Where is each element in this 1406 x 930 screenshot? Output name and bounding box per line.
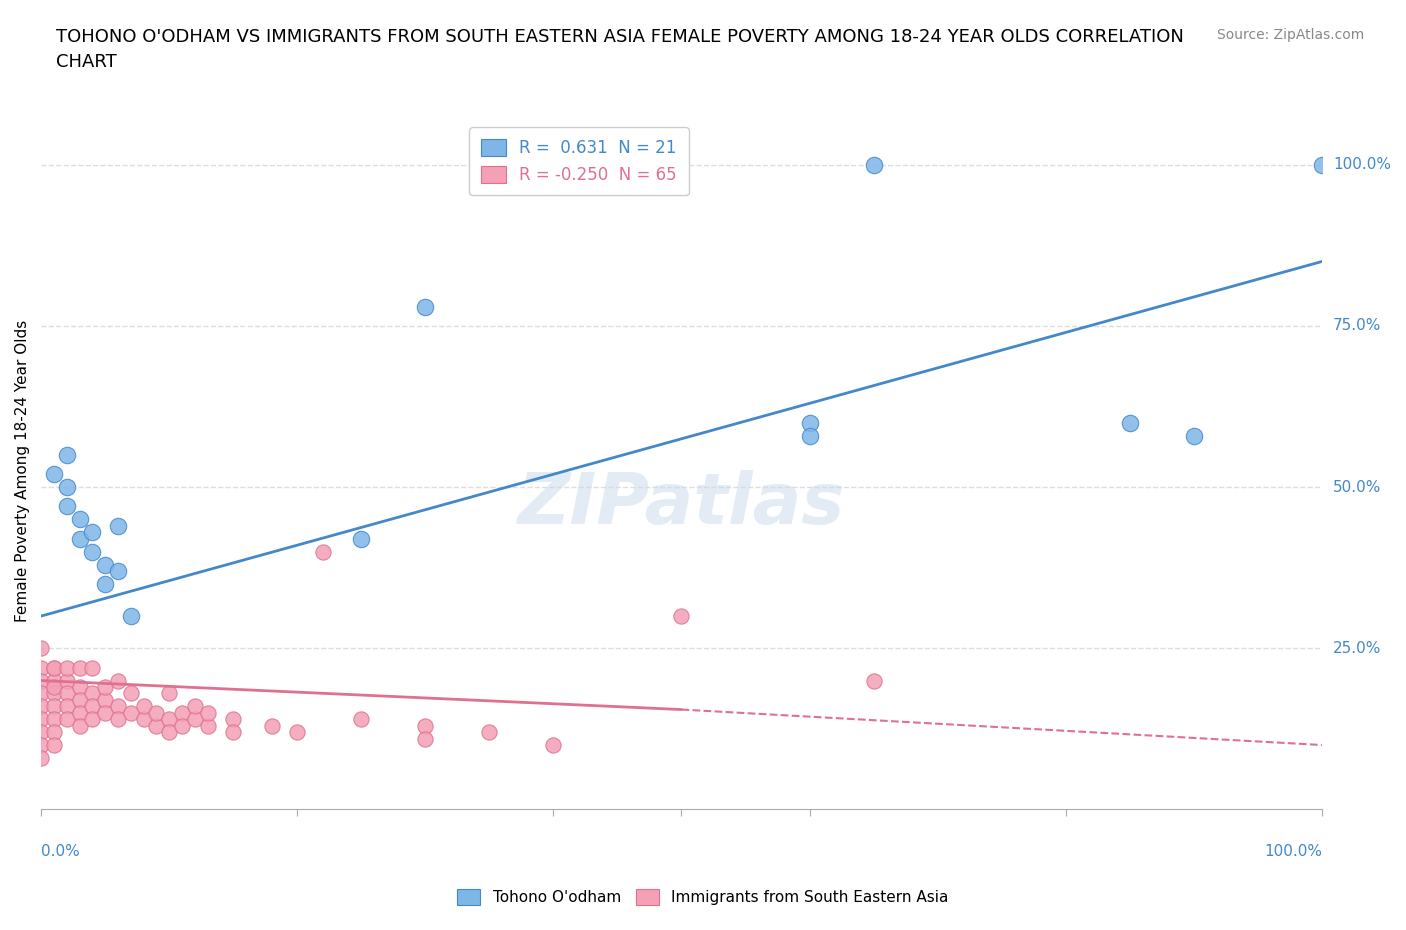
Point: [1119, 415, 1142, 430]
Legend: Tohono O'odham, Immigrants from South Eastern Asia: Tohono O'odham, Immigrants from South Ea…: [450, 882, 956, 913]
Point: [94, 680, 117, 695]
Point: [285, 724, 308, 739]
Point: [82, 544, 104, 559]
Point: [42, 660, 65, 675]
Point: [69, 718, 91, 733]
Point: [42, 467, 65, 482]
Point: [30, 660, 52, 675]
Point: [197, 705, 219, 720]
Point: [69, 660, 91, 675]
Point: [107, 564, 129, 578]
Point: [107, 673, 129, 688]
Point: [415, 299, 437, 314]
Point: [82, 660, 104, 675]
Point: [30, 737, 52, 752]
Point: [1310, 157, 1333, 172]
Point: [120, 686, 142, 701]
Point: [107, 698, 129, 713]
Point: [30, 751, 52, 765]
Point: [862, 673, 884, 688]
Point: [55, 480, 77, 495]
Point: [55, 499, 77, 514]
Point: [312, 544, 335, 559]
Point: [145, 705, 167, 720]
Point: [145, 718, 167, 733]
Point: [94, 557, 117, 572]
Point: [478, 724, 501, 739]
Point: [197, 718, 219, 733]
Text: Source: ZipAtlas.com: Source: ZipAtlas.com: [1216, 28, 1364, 42]
Point: [120, 608, 142, 623]
Text: 100.0%: 100.0%: [1264, 844, 1322, 859]
Point: [42, 680, 65, 695]
Point: [55, 698, 77, 713]
Text: 0.0%: 0.0%: [41, 844, 80, 859]
Point: [157, 711, 180, 726]
Point: [82, 525, 104, 539]
Text: 100.0%: 100.0%: [1333, 157, 1391, 172]
Point: [94, 577, 117, 591]
Point: [42, 711, 65, 726]
Text: TOHONO O'ODHAM VS IMMIGRANTS FROM SOUTH EASTERN ASIA FEMALE POVERTY AMONG 18-24 : TOHONO O'ODHAM VS IMMIGRANTS FROM SOUTH …: [56, 28, 1184, 71]
Point: [42, 698, 65, 713]
Point: [132, 711, 155, 726]
Point: [671, 608, 693, 623]
Point: [69, 512, 91, 526]
Point: [350, 531, 373, 546]
Point: [30, 686, 52, 701]
Point: [42, 686, 65, 701]
Point: [42, 673, 65, 688]
Point: [55, 711, 77, 726]
Point: [55, 447, 77, 462]
Point: [42, 660, 65, 675]
Point: [42, 737, 65, 752]
Point: [260, 718, 283, 733]
Point: [107, 711, 129, 726]
Point: [184, 698, 207, 713]
Point: [222, 711, 245, 726]
Point: [1182, 428, 1205, 443]
Point: [415, 731, 437, 746]
Point: [350, 711, 373, 726]
Point: [170, 705, 193, 720]
Legend: R =  0.631  N = 21, R = -0.250  N = 65: R = 0.631 N = 21, R = -0.250 N = 65: [470, 127, 689, 195]
Point: [30, 673, 52, 688]
Point: [184, 711, 207, 726]
Point: [55, 660, 77, 675]
Point: [157, 686, 180, 701]
Point: [55, 686, 77, 701]
Text: 50.0%: 50.0%: [1333, 480, 1381, 495]
Point: [862, 157, 884, 172]
Point: [55, 673, 77, 688]
Point: [69, 680, 91, 695]
Point: [30, 711, 52, 726]
Point: [30, 724, 52, 739]
Point: [107, 518, 129, 533]
Point: [415, 718, 437, 733]
Text: 75.0%: 75.0%: [1333, 318, 1381, 334]
Point: [82, 711, 104, 726]
Point: [94, 693, 117, 708]
Point: [82, 698, 104, 713]
Point: [222, 724, 245, 739]
Point: [799, 428, 821, 443]
Point: [543, 737, 565, 752]
Point: [94, 705, 117, 720]
Point: [157, 724, 180, 739]
Point: [30, 641, 52, 656]
Point: [82, 686, 104, 701]
Y-axis label: Female Poverty Among 18-24 Year Olds: Female Poverty Among 18-24 Year Olds: [15, 320, 30, 622]
Point: [799, 415, 821, 430]
Text: ZIPatlas: ZIPatlas: [517, 471, 845, 539]
Point: [69, 531, 91, 546]
Point: [170, 718, 193, 733]
Point: [30, 698, 52, 713]
Point: [132, 698, 155, 713]
Point: [69, 693, 91, 708]
Text: 25.0%: 25.0%: [1333, 641, 1381, 656]
Point: [42, 724, 65, 739]
Point: [69, 705, 91, 720]
Point: [120, 705, 142, 720]
